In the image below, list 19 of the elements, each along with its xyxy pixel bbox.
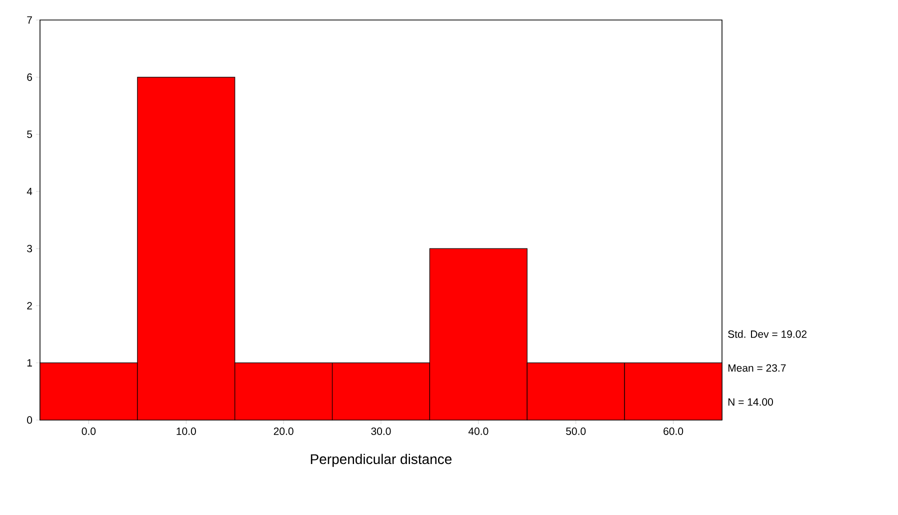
y-tick-label: 1	[27, 359, 32, 366]
y-tick-label: 2	[27, 302, 32, 310]
y-tick-label: 5	[27, 130, 32, 138]
x-tick-label: 10.0	[176, 428, 196, 435]
y-tick-label: 3	[27, 244, 32, 252]
x-tick-label: 30.0	[371, 428, 391, 435]
text: Std. Dev = 19.02	[728, 330, 807, 338]
text: Mean = 23.7	[728, 364, 786, 372]
x-tick-label: 60.0	[664, 428, 684, 435]
y-tick-label: 7	[27, 16, 32, 24]
x-tick-label: 20.0	[274, 428, 294, 435]
x-axis-title: Perpendicular distance	[310, 454, 452, 467]
y-tick-label: 0	[27, 416, 32, 424]
x-tick-label: 0.0	[82, 428, 96, 435]
x-tick-label: 50.0	[566, 428, 586, 435]
y-tick-label: 6	[27, 73, 32, 81]
text: N = 14.00	[728, 398, 773, 406]
y-tick-label: 4	[26, 188, 32, 196]
x-tick-label: 40.0	[468, 428, 488, 435]
